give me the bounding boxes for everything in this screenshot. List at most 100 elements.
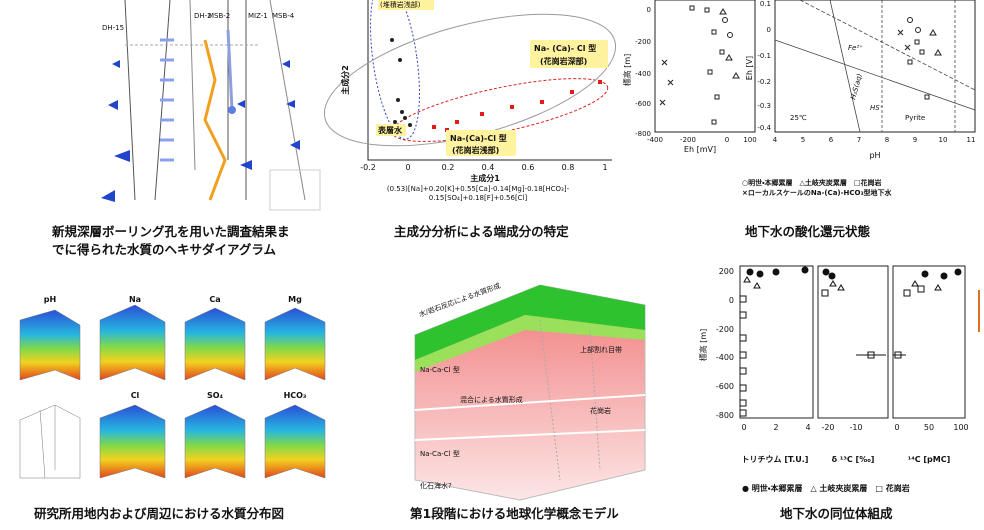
well-label: MIZ-1 <box>248 12 268 20</box>
x-tick-label: 50 <box>924 423 934 432</box>
y-axis-label: 標高 [m] <box>622 54 632 87</box>
x-tick-label: 9 <box>913 136 917 144</box>
well-label: MSB-2 <box>208 12 230 20</box>
y-tick-label: -0.2 <box>757 78 771 86</box>
formula: 0.15[SO₄]+0.18[F]+0.56[Cl] <box>429 194 528 202</box>
x-axis-label: pH <box>869 151 880 160</box>
well-label: DH-15 <box>102 24 124 32</box>
x-axis-label: トリチウム [T.U.] <box>742 455 809 464</box>
y-tick-label: 200 <box>719 267 734 276</box>
x-axis-label: Eh [mV] <box>684 145 716 154</box>
panel-title: SO₄ <box>207 391 224 400</box>
legend: ×ローカルスケールのNa-(Ca)-HCO₃型地下水 <box>742 188 893 197</box>
y-tick-label: 0 <box>767 26 771 34</box>
x-tick-label: 11 <box>967 136 976 144</box>
x-tick-label: 0.2 <box>442 163 455 172</box>
caption: でに得られた水質のヘキサダイアグラム <box>52 242 277 257</box>
y-tick-label: -400 <box>716 353 734 362</box>
x-tick-label: -200 <box>680 136 696 144</box>
y-tick-label: 0.1 <box>760 0 771 8</box>
annotation: Na-Ca-Cl 型 <box>420 449 460 458</box>
legend: ● 明世・本郷累層 △ 土岐夾炭累層 □ 花崗岩 <box>742 483 910 493</box>
annotation: (花崗岩浅部) <box>452 145 499 155</box>
annotation: Na-(Ca)-Cl 型 <box>450 133 507 143</box>
caption: 主成分分析による端成分の特定 <box>394 224 569 239</box>
caption: 地下水の酸化還元状態 <box>745 224 871 239</box>
panel-title: Na <box>129 295 141 304</box>
x-tick-label: 4 <box>805 423 810 432</box>
x-tick-label: 5 <box>801 136 805 144</box>
x-tick-label: 8 <box>885 136 889 144</box>
annotation: HS⁻ <box>870 104 884 112</box>
x-tick-label: 100 <box>743 136 756 144</box>
y-tick-label: 0 <box>647 6 651 14</box>
y-tick-label: -600 <box>635 100 651 108</box>
legend: ○明世・本郷累層 △土岐夾炭累層 □花崗岩 <box>742 178 882 187</box>
annotation: Na-Ca-Cl 型 <box>420 365 460 374</box>
x-tick-label: 100 <box>953 423 968 432</box>
x-tick-label: 0 <box>894 423 899 432</box>
annotation: 25℃ <box>790 114 807 122</box>
y-tick-label: -0.1 <box>757 52 771 60</box>
panel-title: Ca <box>209 295 220 304</box>
caption: 第1段階における地球化学概念モデル <box>409 506 619 521</box>
y-tick-label: -0.3 <box>757 102 771 110</box>
redox-figure: -400 -200 0 100 Eh [mV] 0 -200 -400 -600… <box>622 0 975 197</box>
annotation: 化石海水? <box>420 481 452 490</box>
x-tick-label: -10 <box>849 423 862 432</box>
x-tick-label: 1 <box>602 163 607 172</box>
y-tick-label: -0.4 <box>757 124 771 132</box>
x-tick-label: 0 <box>741 423 746 432</box>
annotation: (花崗岩深部) <box>540 56 587 66</box>
y-axis-label: 主成分2 <box>340 65 350 95</box>
pca-figure: (堆積岩浅部) Na- (Ca)- Cl 型 (花崗岩深部) 表層水 Na-(C… <box>311 0 629 202</box>
x-tick-label: 0 <box>725 136 729 144</box>
annotation: (堆積岩浅部) <box>380 0 421 9</box>
distribution-figure: pH Na Ca Mg Cl SO₄ HCO₃ <box>20 295 325 478</box>
x-tick-label: -0.2 <box>360 163 376 172</box>
well-label: MSB-4 <box>272 12 295 20</box>
panel-title: pH <box>44 295 56 304</box>
x-axis-label: ¹⁴C [pMC] <box>908 455 951 464</box>
body: { "hexadiagram": { "caption": ["新規深層ボーリン… <box>0 0 984 526</box>
x-tick-label: 0 <box>405 163 410 172</box>
caption: 新規深層ボーリング孔を用いた調査結果ま <box>51 224 290 239</box>
annotation: Na- (Ca)- Cl 型 <box>534 43 596 53</box>
x-tick-label: 0.6 <box>522 163 535 172</box>
x-tick-label: 10 <box>939 136 948 144</box>
panel-title: HCO₃ <box>284 391 307 400</box>
x-tick-label: 0.8 <box>562 163 575 172</box>
panel-title: Mg <box>288 295 302 304</box>
annotation: H₂S(aq) <box>849 72 864 100</box>
concept-model-figure: 水/岩石反応による水質形成 Na-Ca-Cl 型 上部割れ目帯 混合による水質形… <box>415 281 645 500</box>
caption: 研究所用地内および周辺における水質分布図 <box>34 506 284 521</box>
annotation: Pyrite <box>905 114 925 122</box>
isotope-figure: 200 0 -200 -400 -600 -800 標高 [m] 0 2 4 -… <box>698 266 969 493</box>
annotation: 混合による水質形成 <box>460 395 523 404</box>
panel-title: Cl <box>131 391 140 400</box>
y-tick-label: -200 <box>716 325 734 334</box>
annotation: 表層水 <box>377 125 403 135</box>
x-tick-label: 0.4 <box>482 163 495 172</box>
annotation: 花崗岩 <box>590 406 611 415</box>
x-tick-label: 4 <box>773 136 778 144</box>
x-tick-label: 2 <box>773 423 778 432</box>
y-axis-label: Eh [V] <box>745 56 754 80</box>
formula: (0.53)[Na]+0.20[K]+0.55[Ca]-0.14[Mg]-0.1… <box>387 185 570 193</box>
y-tick-label: -400 <box>635 70 651 78</box>
figure-collage: DH-15 DH-2 MSB-2 MIZ-1 MSB-4 新規深層ボーリング孔を… <box>0 0 984 526</box>
x-tick-label: 7 <box>857 136 861 144</box>
x-axis-label: δ ¹³C [‰] <box>832 455 875 464</box>
page: 地下水の地球化学調査 body { margin: 0; width: 984p… <box>0 0 984 526</box>
annotation: Fe²⁺ <box>848 44 863 52</box>
y-tick-label: 0 <box>729 296 734 305</box>
y-tick-label: -800 <box>716 411 734 420</box>
caption: 地下水の同位体組成 <box>780 506 893 521</box>
annotation: 上部割れ目帯 <box>580 345 622 354</box>
y-tick-label: -800 <box>635 130 651 138</box>
y-axis-label: 標高 [m] <box>698 329 708 362</box>
hexadiagram-figure: DH-15 DH-2 MSB-2 MIZ-1 MSB-4 <box>101 0 320 210</box>
y-tick-label: -600 <box>716 382 734 391</box>
x-axis-label: 主成分1 <box>470 173 500 183</box>
x-tick-label: 6 <box>829 136 834 144</box>
